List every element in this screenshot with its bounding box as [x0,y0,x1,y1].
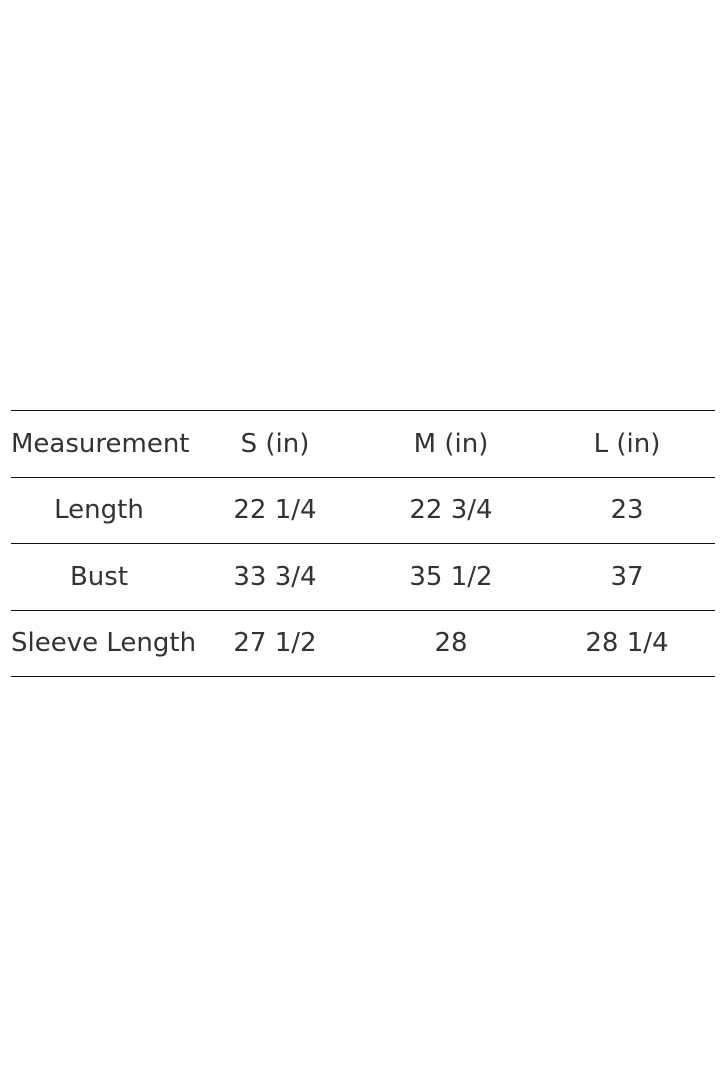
cell-l: 37 [539,543,715,611]
cell-l: 28 1/4 [539,609,715,677]
header-m: M (in) [363,410,539,478]
cell-m: 22 3/4 [363,476,539,544]
cell-m: 35 1/2 [363,543,539,611]
cell-l: 23 [539,476,715,544]
cell-measurement: Bust [11,543,187,611]
table-row: Sleeve Length 27 1/2 28 28 1/4 [11,609,715,677]
cell-measurement: Length [11,476,187,544]
header-l: L (in) [539,410,715,478]
cell-s: 22 1/4 [187,476,363,544]
header-row: Measurement S (in) M (in) L (in) [11,410,715,478]
size-chart-table: Measurement S (in) M (in) L (in) Length … [11,410,715,677]
table-row: Bust 33 3/4 35 1/2 37 [11,543,715,611]
table-row: Length 22 1/4 22 3/4 23 [11,476,715,544]
header-measurement: Measurement [11,410,190,478]
cell-m: 28 [363,609,539,677]
cell-measurement: Sleeve Length [11,609,196,677]
cell-s: 33 3/4 [187,543,363,611]
cell-s: 27 1/2 [187,609,363,677]
header-s: S (in) [187,410,363,478]
